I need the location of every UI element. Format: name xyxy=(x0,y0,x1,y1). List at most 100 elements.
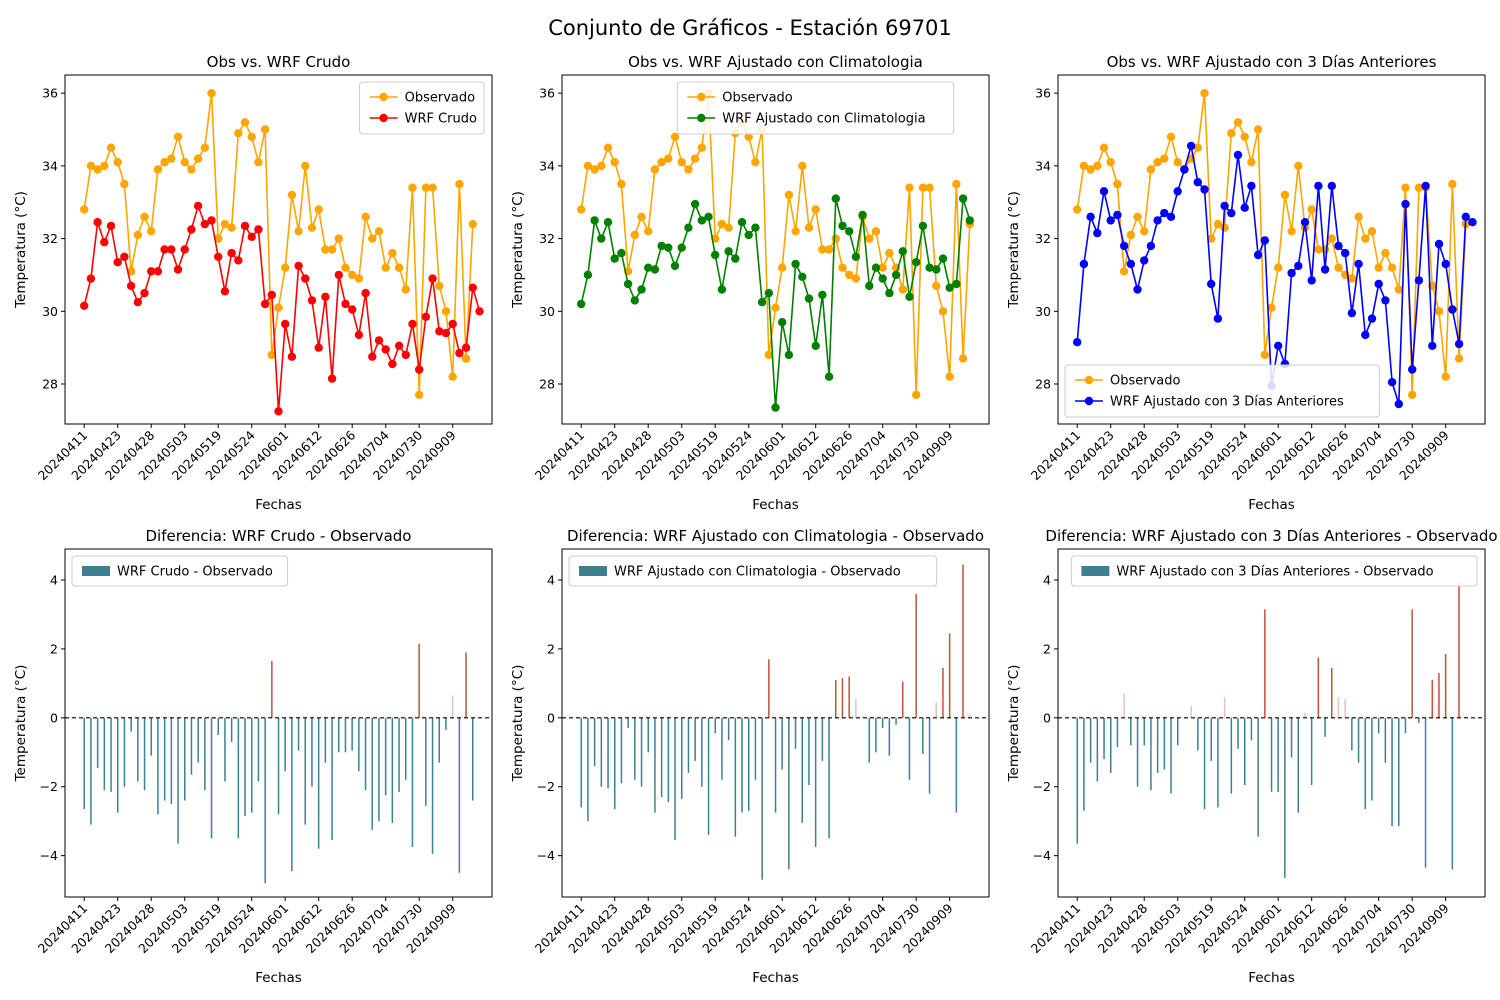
data-point xyxy=(851,274,861,283)
bar xyxy=(868,717,870,763)
data-point xyxy=(778,263,787,272)
data-point xyxy=(818,245,827,254)
data-point xyxy=(227,248,236,258)
data-point xyxy=(294,227,303,236)
y-tick-label: −4 xyxy=(537,848,555,863)
axes-frame xyxy=(64,74,493,425)
data-point xyxy=(1260,236,1270,245)
bar xyxy=(291,717,293,872)
bar xyxy=(472,717,474,801)
bar xyxy=(1424,717,1427,868)
data-point xyxy=(932,281,941,291)
bar xyxy=(794,717,797,749)
data-point xyxy=(415,365,424,374)
y-tick-label: 30 xyxy=(539,304,555,319)
bar xyxy=(1089,717,1092,763)
data-point xyxy=(1374,279,1383,289)
data-point xyxy=(334,270,343,280)
data-point xyxy=(274,303,283,312)
subplot-3: Obs vs. WRF Ajustado con 3 Días Anterior… xyxy=(1006,53,1486,513)
data-point xyxy=(327,374,337,383)
data-point xyxy=(1448,179,1457,189)
bar xyxy=(788,717,790,870)
data-point xyxy=(597,161,606,171)
bar xyxy=(768,659,770,718)
data-point xyxy=(871,227,881,236)
data-point xyxy=(744,230,753,240)
data-point xyxy=(461,343,471,352)
bar xyxy=(431,717,434,854)
data-point xyxy=(153,165,163,174)
bar xyxy=(1391,717,1393,827)
bar xyxy=(324,717,327,763)
data-point xyxy=(617,179,626,189)
data-point xyxy=(1240,203,1249,212)
data-point xyxy=(140,288,149,298)
data-point xyxy=(1247,181,1256,191)
bar xyxy=(1451,717,1454,870)
bar xyxy=(445,717,447,730)
data-point xyxy=(1186,141,1196,151)
subplot-title: Diferencia: WRF Crudo - Observado xyxy=(146,527,412,545)
bar xyxy=(748,717,750,811)
bar xyxy=(1136,717,1139,787)
data-point xyxy=(1093,161,1102,171)
x-axis-label: Fechas xyxy=(1248,497,1295,513)
data-point xyxy=(938,307,948,316)
data-point xyxy=(1354,259,1363,269)
data-point xyxy=(1334,263,1343,272)
y-tick-label: 34 xyxy=(1035,158,1051,173)
data-point xyxy=(133,230,142,240)
data-point xyxy=(617,248,626,258)
data-point xyxy=(898,247,907,256)
bar xyxy=(277,717,280,815)
subplot-title: Obs vs. WRF Ajustado con Climatologia xyxy=(628,53,923,71)
bar xyxy=(1444,654,1447,718)
y-axis-label: Temperatura (°C) xyxy=(1006,665,1022,783)
legend-swatch-marker xyxy=(697,113,706,123)
data-point xyxy=(637,285,646,294)
legend-swatch-marker xyxy=(1084,396,1094,406)
data-point xyxy=(1260,350,1270,360)
data-point xyxy=(905,183,914,192)
data-point xyxy=(435,281,444,291)
bar xyxy=(580,717,582,808)
bar xyxy=(1170,717,1172,794)
data-point xyxy=(791,227,800,236)
bar xyxy=(861,716,864,718)
legend-box xyxy=(1070,555,1478,587)
data-point xyxy=(1153,216,1162,225)
bar xyxy=(251,717,253,813)
data-point xyxy=(1140,256,1149,265)
data-point xyxy=(644,263,653,272)
data-point xyxy=(583,161,593,171)
data-point xyxy=(891,270,901,280)
axes-frame xyxy=(64,548,493,898)
legend-box xyxy=(359,81,485,135)
y-axis-label: Temperatura (°C) xyxy=(13,665,29,783)
bar xyxy=(1150,717,1152,791)
legend-swatch-bar xyxy=(82,566,110,576)
bar xyxy=(465,652,467,718)
data-point xyxy=(590,216,599,225)
data-point xyxy=(744,132,753,141)
data-point xyxy=(898,285,907,294)
data-point xyxy=(1307,276,1316,285)
data-point xyxy=(100,161,109,171)
y-tick-label: 0 xyxy=(50,710,58,725)
data-point xyxy=(1267,303,1276,312)
data-point xyxy=(1220,223,1229,232)
data-point xyxy=(851,252,861,261)
axes-frame xyxy=(561,548,990,898)
bar xyxy=(1143,717,1145,746)
data-point xyxy=(234,129,243,138)
data-point xyxy=(1294,261,1303,271)
data-point xyxy=(690,154,700,163)
y-axis-label: Temperatura (°C) xyxy=(1006,191,1022,309)
bar xyxy=(687,717,690,773)
data-point xyxy=(938,254,948,263)
y-tick-label: 36 xyxy=(539,86,555,101)
data-point xyxy=(113,158,122,167)
data-point xyxy=(240,118,250,127)
bar xyxy=(1177,717,1179,746)
